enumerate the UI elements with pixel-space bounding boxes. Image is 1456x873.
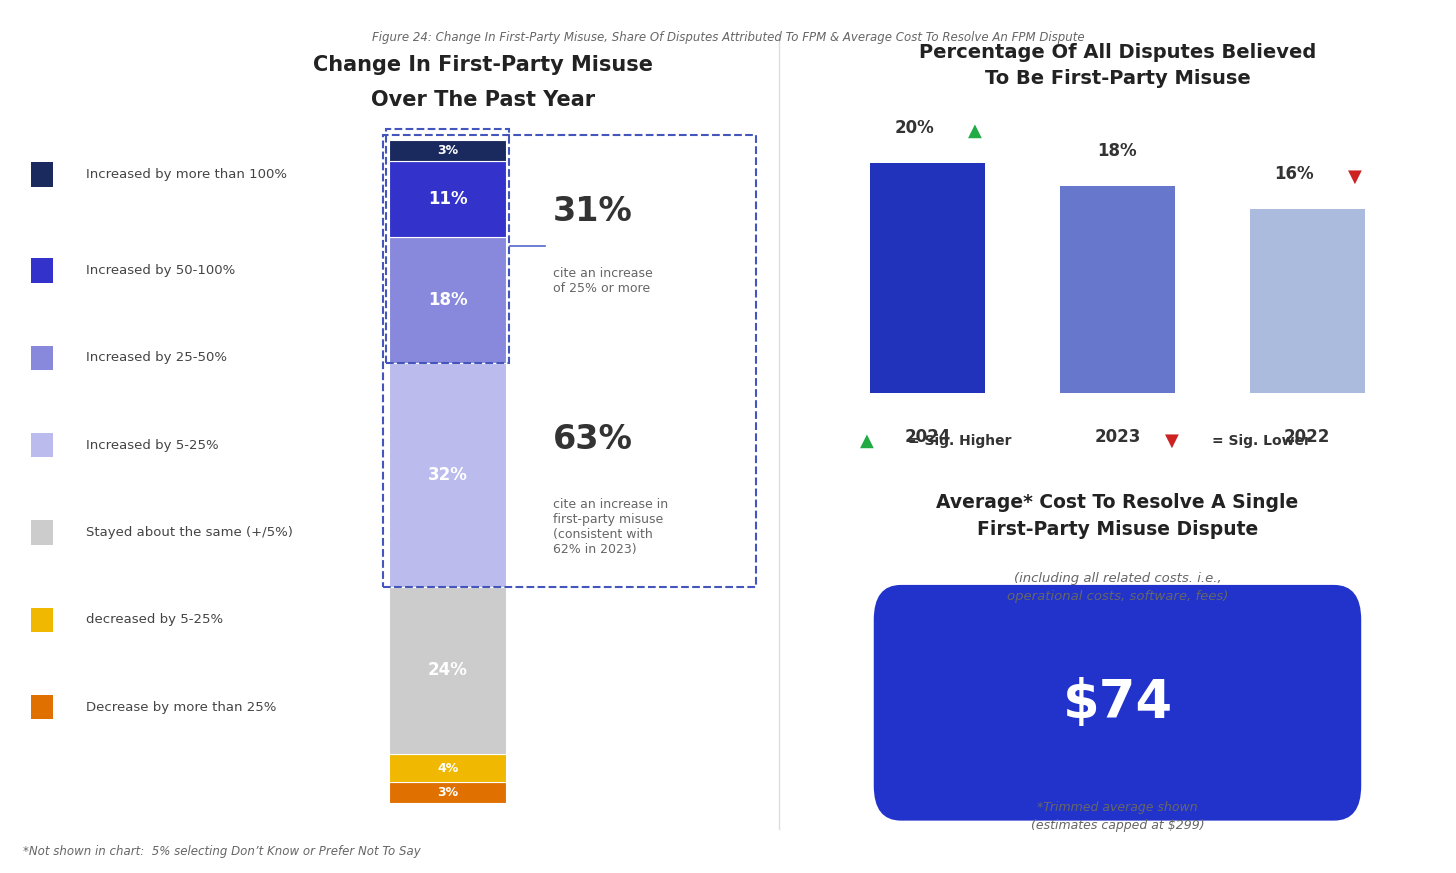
Text: ▼: ▼ — [1165, 432, 1179, 450]
Text: Over The Past Year: Over The Past Year — [371, 91, 596, 110]
Bar — [390, 754, 507, 782]
Bar — [31, 258, 52, 283]
Text: (including all related costs. i.e.,
operational costs, software, fees): (including all related costs. i.e., oper… — [1006, 572, 1229, 603]
Text: 16%: 16% — [1274, 164, 1313, 182]
Text: cite an increase
of 25% or more: cite an increase of 25% or more — [553, 267, 652, 295]
Bar — [31, 346, 52, 370]
Text: 11%: 11% — [428, 190, 467, 208]
Bar — [390, 237, 507, 363]
Text: ▲: ▲ — [968, 122, 983, 140]
Text: cite an increase in
first-party misuse
(consistent with
62% in 2023): cite an increase in first-party misuse (… — [553, 498, 668, 556]
Text: Figure 24: Change In First-Party Misuse, Share Of Disputes Attributed To FPM & A: Figure 24: Change In First-Party Misuse,… — [371, 31, 1085, 44]
Bar — [386, 129, 510, 363]
Text: Increased by 50-100%: Increased by 50-100% — [86, 265, 234, 277]
Text: 18%: 18% — [1098, 141, 1137, 160]
Text: ▼: ▼ — [1347, 168, 1361, 186]
Text: 4%: 4% — [437, 762, 459, 774]
Text: *Trimmed average shown
(estimates capped at $299): *Trimmed average shown (estimates capped… — [1031, 801, 1204, 832]
Bar — [31, 433, 52, 457]
FancyBboxPatch shape — [874, 585, 1361, 821]
Text: 2022: 2022 — [1284, 428, 1331, 446]
Text: 18%: 18% — [428, 292, 467, 309]
Text: 2023: 2023 — [1095, 428, 1140, 446]
Text: Change In First-Party Misuse: Change In First-Party Misuse — [313, 56, 652, 75]
Text: Increased by 5-25%: Increased by 5-25% — [86, 439, 218, 451]
Text: = Sig. Lower: = Sig. Lower — [1213, 434, 1312, 448]
Text: 3%: 3% — [437, 144, 459, 156]
Bar — [390, 587, 507, 754]
Text: $74: $74 — [1063, 677, 1172, 729]
Bar — [1060, 186, 1175, 393]
Text: ▲: ▲ — [860, 432, 874, 450]
Text: 32%: 32% — [428, 466, 467, 484]
Text: Percentage Of All Disputes Believed
To Be First-Party Misuse: Percentage Of All Disputes Believed To B… — [919, 43, 1316, 88]
Text: Average* Cost To Resolve A Single
First-Party Misuse Dispute: Average* Cost To Resolve A Single First-… — [936, 493, 1299, 539]
Bar — [383, 135, 756, 587]
Text: 20%: 20% — [894, 119, 935, 136]
Bar — [390, 363, 507, 587]
Text: *Not shown in chart:  5% selecting Don’t Know or Prefer Not To Say: *Not shown in chart: 5% selecting Don’t … — [23, 845, 421, 857]
Bar — [390, 161, 507, 237]
Text: Increased by more than 100%: Increased by more than 100% — [86, 168, 287, 181]
Bar — [390, 782, 507, 803]
Text: 31%: 31% — [553, 195, 633, 228]
Text: 3%: 3% — [437, 787, 459, 799]
Bar — [31, 520, 52, 545]
Bar — [31, 608, 52, 632]
Bar — [1249, 209, 1364, 393]
Bar — [390, 140, 507, 161]
Bar — [31, 695, 52, 719]
Text: Increased by 25-50%: Increased by 25-50% — [86, 352, 227, 364]
Text: 2024: 2024 — [904, 428, 951, 446]
Text: = Sig. Higher: = Sig. Higher — [907, 434, 1010, 448]
Bar — [31, 162, 52, 187]
Bar — [871, 162, 986, 393]
Text: Decrease by more than 25%: Decrease by more than 25% — [86, 701, 277, 713]
Text: 24%: 24% — [428, 662, 467, 679]
Text: decreased by 5-25%: decreased by 5-25% — [86, 614, 223, 626]
Text: 63%: 63% — [553, 423, 633, 457]
Text: Stayed about the same (+/5%): Stayed about the same (+/5%) — [86, 526, 293, 539]
